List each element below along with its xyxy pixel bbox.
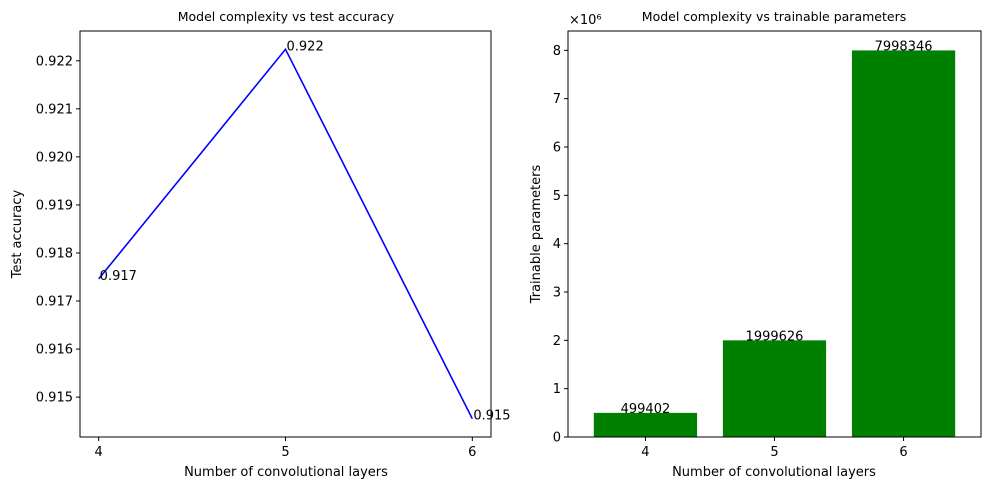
parameters-y-tick-label: 6 bbox=[553, 141, 561, 156]
accuracy-y-axis-label: Test accuracy bbox=[10, 190, 25, 280]
accuracy-x-tick-label: 4 bbox=[95, 445, 103, 460]
parameters-data-label: 1999626 bbox=[746, 329, 804, 344]
accuracy-data-label: 0.922 bbox=[287, 39, 324, 54]
parameters-y-tick-label: 1 bbox=[553, 382, 561, 397]
parameters-bar-4 bbox=[593, 412, 698, 437]
accuracy-y-tick-label: 0.917 bbox=[36, 295, 73, 310]
accuracy-y-tick-label: 0.920 bbox=[36, 150, 73, 165]
parameters-data-labels: 499402 1999626 7998346 bbox=[621, 39, 933, 416]
parameters-y-tick-label: 8 bbox=[553, 44, 561, 59]
parameters-y-tick-label: 2 bbox=[553, 334, 561, 349]
parameters-x-tick-label: 6 bbox=[899, 445, 907, 460]
parameters-offset-text: ×10⁶ bbox=[569, 13, 602, 28]
parameters-x-tick-label: 5 bbox=[770, 445, 778, 460]
parameters-y-tick-label: 4 bbox=[553, 237, 561, 252]
parameters-y-tick-label: 3 bbox=[553, 286, 561, 301]
parameters-data-label: 7998346 bbox=[875, 39, 933, 54]
parameters-data-label: 499402 bbox=[621, 402, 671, 417]
parameters-x-tick-label: 4 bbox=[641, 445, 649, 460]
parameters-y-tick-label: 0 bbox=[553, 431, 561, 446]
parameters-x-ticks: 4 5 6 bbox=[641, 437, 908, 460]
accuracy-y-tick-label: 0.915 bbox=[36, 391, 73, 406]
accuracy-x-tick-label: 6 bbox=[468, 445, 476, 460]
accuracy-y-tick-label: 0.921 bbox=[36, 102, 73, 117]
parameters-bar-5 bbox=[722, 340, 827, 437]
accuracy-data-labels: 0.917 0.922 0.915 bbox=[100, 39, 511, 423]
parameters-y-axis-label: Trainable parameters bbox=[529, 164, 544, 304]
parameters-chart-title: Model complexity vs trainable parameters bbox=[642, 9, 906, 24]
parameters-y-tick-label: 5 bbox=[553, 189, 561, 204]
accuracy-data-label: 0.917 bbox=[100, 269, 137, 284]
parameters-plot-frame bbox=[567, 30, 982, 438]
accuracy-x-axis-label: Number of convolutional layers bbox=[184, 465, 388, 480]
accuracy-chart-title: Model complexity vs test accuracy bbox=[178, 9, 395, 24]
parameters-chart: Model complexity vs trainable parameters… bbox=[529, 9, 982, 480]
parameters-bars bbox=[593, 50, 956, 438]
accuracy-x-tick-label: 5 bbox=[281, 445, 289, 460]
parameters-x-axis-label: Number of convolutional layers bbox=[672, 465, 876, 480]
parameters-bar-6 bbox=[851, 50, 956, 438]
accuracy-data-label: 0.915 bbox=[473, 409, 510, 424]
accuracy-x-ticks: 4 5 6 bbox=[95, 437, 476, 460]
accuracy-series-line bbox=[98, 47, 474, 420]
accuracy-chart: Model complexity vs test accuracy 0.9150… bbox=[10, 9, 511, 480]
accuracy-y-tick-label: 0.922 bbox=[36, 54, 73, 69]
accuracy-y-tick-label: 0.916 bbox=[36, 343, 73, 358]
accuracy-y-tick-label: 0.919 bbox=[36, 198, 73, 213]
accuracy-y-tick-label: 0.918 bbox=[36, 246, 73, 261]
parameters-y-ticks: 0 1 2 3 4 5 6 7 8 bbox=[553, 44, 568, 446]
parameters-y-tick-label: 7 bbox=[553, 92, 561, 107]
accuracy-y-ticks: 0.915 0.916 0.917 0.918 0.919 0.920 0.921 0.922 bbox=[36, 54, 80, 406]
accuracy-plot-frame bbox=[79, 30, 492, 438]
